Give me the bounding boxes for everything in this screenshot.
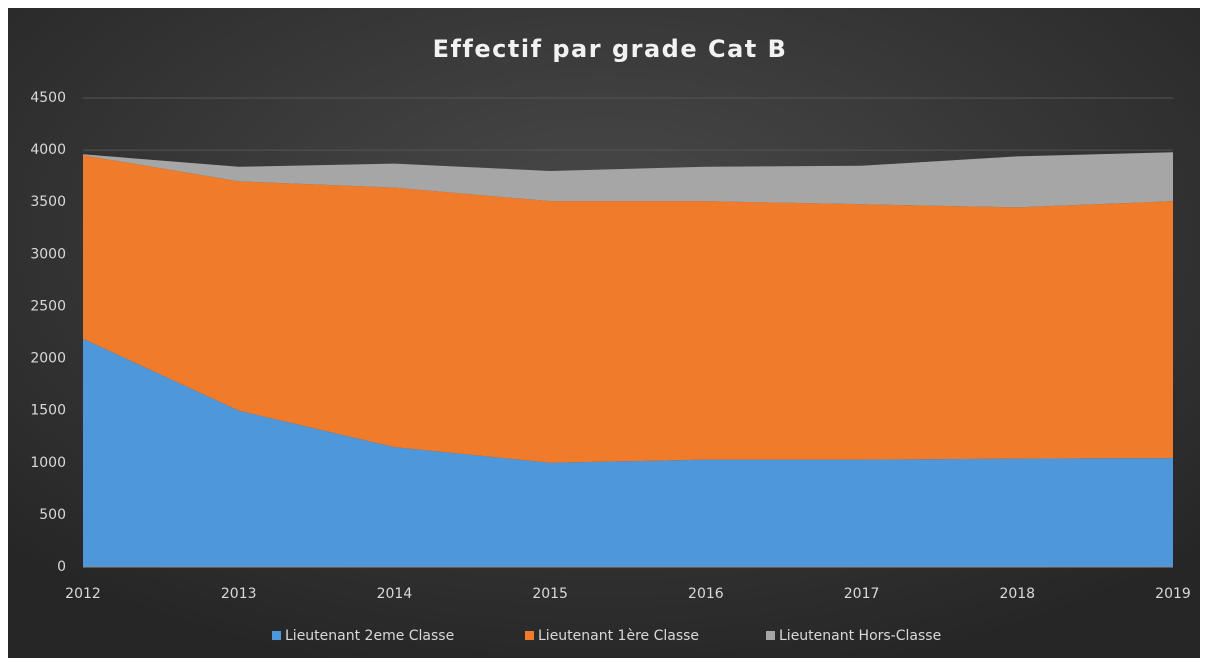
x-tick-label: 2012 [65,586,101,602]
legend-label: Lieutenant 1ère Classe [538,628,699,644]
y-tick-label: 2500 [30,298,66,314]
y-tick-label: 500 [39,507,66,523]
legend-swatch [766,631,775,640]
y-tick-label: 3000 [30,246,66,262]
x-tick-label: 2014 [377,586,413,602]
legend-label: Lieutenant 2eme Classe [285,628,454,644]
legend-swatch [525,631,534,640]
y-tick-label: 0 [57,559,66,575]
x-tick-label: 2018 [999,586,1035,602]
y-tick-label: 2000 [30,351,66,367]
legend-label: Lieutenant Hors-Classe [779,628,941,644]
chart-title: Effectif par grade Cat B [433,35,788,63]
area [83,338,1173,567]
area [83,152,1173,208]
x-tick-label: 2013 [221,586,257,602]
legend-swatch [272,631,281,640]
x-tick-label: 2015 [532,586,568,602]
y-tick-label: 3500 [30,194,66,210]
x-tick-label: 2017 [844,586,880,602]
y-tick-label: 4000 [30,142,66,158]
x-tick-label: 2019 [1155,586,1191,602]
x-tick-label: 2016 [688,586,724,602]
y-tick-label: 1500 [30,403,66,419]
area [83,155,1173,463]
y-tick-label: 1000 [30,455,66,471]
y-tick-label: 4500 [30,90,66,106]
